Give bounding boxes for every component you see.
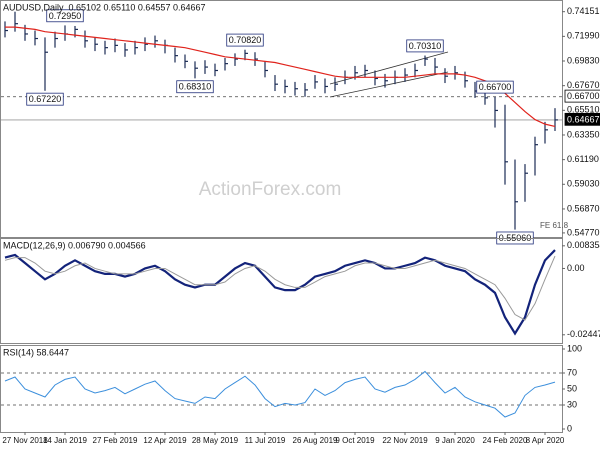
y-tick-label: 70 bbox=[567, 367, 577, 377]
label-box bbox=[46, 9, 84, 23]
y-tick-label: 0.71990 bbox=[567, 31, 600, 41]
series-line bbox=[4, 255, 556, 321]
y-tick-label: 100 bbox=[567, 343, 582, 353]
label-box bbox=[496, 231, 534, 245]
annotation: 0.55060 bbox=[499, 233, 532, 243]
y-tick-label: 0.61190 bbox=[567, 154, 599, 164]
x-tick-label: 12 Apr 2019 bbox=[143, 436, 187, 445]
y-tick-label: 50 bbox=[567, 383, 577, 393]
y-tick-label: 30 bbox=[567, 399, 577, 409]
panel-title: MACD(12,26,9) 0.006790 0.004566 bbox=[3, 240, 146, 250]
panel-subtitle: 0.65102 0.65110 0.64557 0.64667 bbox=[69, 2, 206, 12]
x-tick-label: 14 Jan 2019 bbox=[43, 436, 88, 445]
watermark: ActionForex.com bbox=[199, 179, 342, 200]
annotation: 0.70820 bbox=[229, 35, 262, 45]
label-box bbox=[564, 112, 600, 126]
note: FE 61.8 bbox=[540, 221, 569, 230]
label-box bbox=[226, 33, 264, 47]
trend-line bbox=[329, 51, 449, 85]
label-box bbox=[564, 89, 600, 103]
x-tick-label: 9 Jan 2020 bbox=[435, 436, 475, 445]
panel-title: AUDUSD,Daily bbox=[3, 2, 64, 12]
series-line bbox=[4, 370, 556, 418]
y-tick-label: 0.65510 bbox=[567, 105, 600, 115]
label-box bbox=[176, 80, 214, 94]
moving-average bbox=[5, 26, 556, 128]
label-box bbox=[26, 92, 64, 106]
y-tick-label: 0.69830 bbox=[567, 55, 600, 65]
x-tick-label: 22 Nov 2019 bbox=[382, 436, 428, 445]
y-tick-label: 0 bbox=[567, 423, 572, 433]
x-tick-label: 28 May 2019 bbox=[192, 436, 239, 445]
annotation: 0.66700 bbox=[479, 82, 512, 92]
y-tick-label: 0.74151 bbox=[567, 6, 600, 16]
level-label: 0.64667 bbox=[567, 114, 600, 124]
x-tick-label: 24 Feb 2020 bbox=[483, 436, 528, 445]
y-tick-label: 0.63350 bbox=[567, 129, 600, 139]
y-tick-label: 0.56870 bbox=[567, 203, 600, 213]
x-tick-label: 8 Apr 2020 bbox=[526, 436, 565, 445]
x-tick-label: 27 Nov 2018 bbox=[2, 436, 48, 445]
x-tick-label: 27 Feb 2019 bbox=[93, 436, 138, 445]
y-tick-label: 0.00 bbox=[567, 263, 585, 273]
annotation: 0.70310 bbox=[409, 41, 442, 51]
panel-title: RSI(14) 58.6447 bbox=[3, 347, 69, 357]
y-tick-label: 0.67670 bbox=[567, 80, 600, 90]
annotation: 0.67220 bbox=[29, 94, 62, 104]
x-tick-label: 11 Jul 2019 bbox=[245, 436, 286, 445]
y-tick-label: -0.02447 bbox=[567, 329, 600, 339]
trend-line bbox=[329, 71, 449, 98]
label-box bbox=[476, 80, 514, 94]
x-tick-label: 26 Aug 2019 bbox=[293, 436, 338, 445]
label-box bbox=[406, 39, 444, 53]
y-tick-label: 0.59030 bbox=[567, 179, 600, 189]
y-tick-label: 0.54770 bbox=[567, 227, 600, 237]
x-tick-label: 9 Oct 2019 bbox=[335, 436, 375, 445]
annotation: 0.72950 bbox=[49, 11, 82, 21]
series-line bbox=[4, 249, 556, 336]
level-label: 0.66700 bbox=[567, 91, 600, 101]
annotation: 0.68310 bbox=[179, 82, 212, 92]
y-tick-label: 0.008354 bbox=[567, 240, 600, 250]
panel-frame bbox=[0, 0, 563, 238]
panel-frame bbox=[0, 238, 563, 344]
